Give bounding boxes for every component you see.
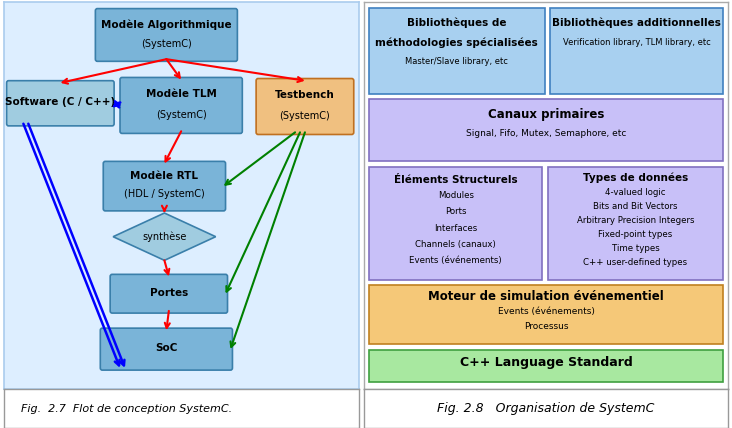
Text: (HDL / SystemC): (HDL / SystemC) bbox=[124, 189, 205, 199]
Text: C++ user-defined types: C++ user-defined types bbox=[583, 258, 687, 268]
Text: Events (événements): Events (événements) bbox=[409, 256, 502, 265]
Text: Fig.  2.7  Flot de conception SystemC.: Fig. 2.7 Flot de conception SystemC. bbox=[21, 404, 233, 414]
FancyBboxPatch shape bbox=[256, 78, 354, 134]
Text: Software (C / C++): Software (C / C++) bbox=[5, 97, 116, 107]
Text: Bibliothèques de: Bibliothèques de bbox=[407, 18, 507, 28]
Bar bbox=[369, 350, 723, 382]
Text: Modèle Algorithmique: Modèle Algorithmique bbox=[101, 19, 232, 30]
Text: Testbench: Testbench bbox=[275, 90, 335, 100]
Text: SoC: SoC bbox=[155, 343, 178, 353]
Text: méthodologies spécialisées: méthodologies spécialisées bbox=[376, 37, 538, 48]
Text: Time types: Time types bbox=[611, 244, 660, 253]
Bar bbox=[550, 8, 723, 94]
Text: synthèse: synthèse bbox=[142, 232, 187, 242]
Text: C++ Language Standard: C++ Language Standard bbox=[460, 356, 632, 369]
Polygon shape bbox=[113, 213, 216, 260]
Bar bbox=[369, 8, 545, 94]
Text: (SystemC): (SystemC) bbox=[156, 110, 206, 120]
Text: (SystemC): (SystemC) bbox=[141, 39, 192, 49]
Bar bbox=[548, 167, 723, 280]
Text: Modèle RTL: Modèle RTL bbox=[130, 171, 198, 181]
Bar bbox=[369, 285, 723, 344]
Text: Verification library, TLM library, etc: Verification library, TLM library, etc bbox=[563, 38, 710, 47]
Text: Éléments Structurels: Éléments Structurels bbox=[394, 175, 518, 184]
FancyBboxPatch shape bbox=[110, 274, 228, 313]
Text: (SystemC): (SystemC) bbox=[280, 111, 330, 121]
FancyBboxPatch shape bbox=[7, 81, 114, 126]
FancyBboxPatch shape bbox=[100, 328, 233, 370]
Text: Bits and Bit Vectors: Bits and Bit Vectors bbox=[593, 202, 678, 211]
Text: Signal, Fifo, Mutex, Semaphore, etc: Signal, Fifo, Mutex, Semaphore, etc bbox=[466, 129, 627, 138]
Text: Types de données: Types de données bbox=[583, 173, 688, 183]
Text: Master/Slave library, etc: Master/Slave library, etc bbox=[406, 57, 508, 66]
FancyBboxPatch shape bbox=[120, 77, 242, 134]
Text: Moteur de simulation événementiel: Moteur de simulation événementiel bbox=[428, 291, 664, 303]
Text: 4-valued logic: 4-valued logic bbox=[605, 188, 665, 197]
Bar bbox=[369, 167, 542, 280]
Text: Events (événements): Events (événements) bbox=[498, 307, 594, 316]
Text: Processus: Processus bbox=[524, 322, 568, 331]
Text: Modules: Modules bbox=[438, 191, 474, 200]
Text: Portes: Portes bbox=[150, 288, 188, 297]
Text: Bibliothèques additionnelles: Bibliothèques additionnelles bbox=[552, 18, 721, 28]
Text: Arbitrary Precision Integers: Arbitrary Precision Integers bbox=[577, 216, 694, 225]
FancyBboxPatch shape bbox=[95, 9, 237, 61]
Bar bbox=[369, 99, 723, 161]
Text: Interfaces: Interfaces bbox=[434, 223, 477, 232]
Text: Modèle TLM: Modèle TLM bbox=[146, 89, 217, 99]
Text: Fig. 2.8   Organisation de SystemC: Fig. 2.8 Organisation de SystemC bbox=[438, 402, 654, 415]
Text: Channels (canaux): Channels (canaux) bbox=[415, 240, 496, 249]
Text: Canaux primaires: Canaux primaires bbox=[488, 108, 604, 121]
FancyBboxPatch shape bbox=[103, 161, 225, 211]
Text: Ports: Ports bbox=[445, 208, 466, 217]
Text: Fixed-point types: Fixed-point types bbox=[598, 230, 673, 239]
